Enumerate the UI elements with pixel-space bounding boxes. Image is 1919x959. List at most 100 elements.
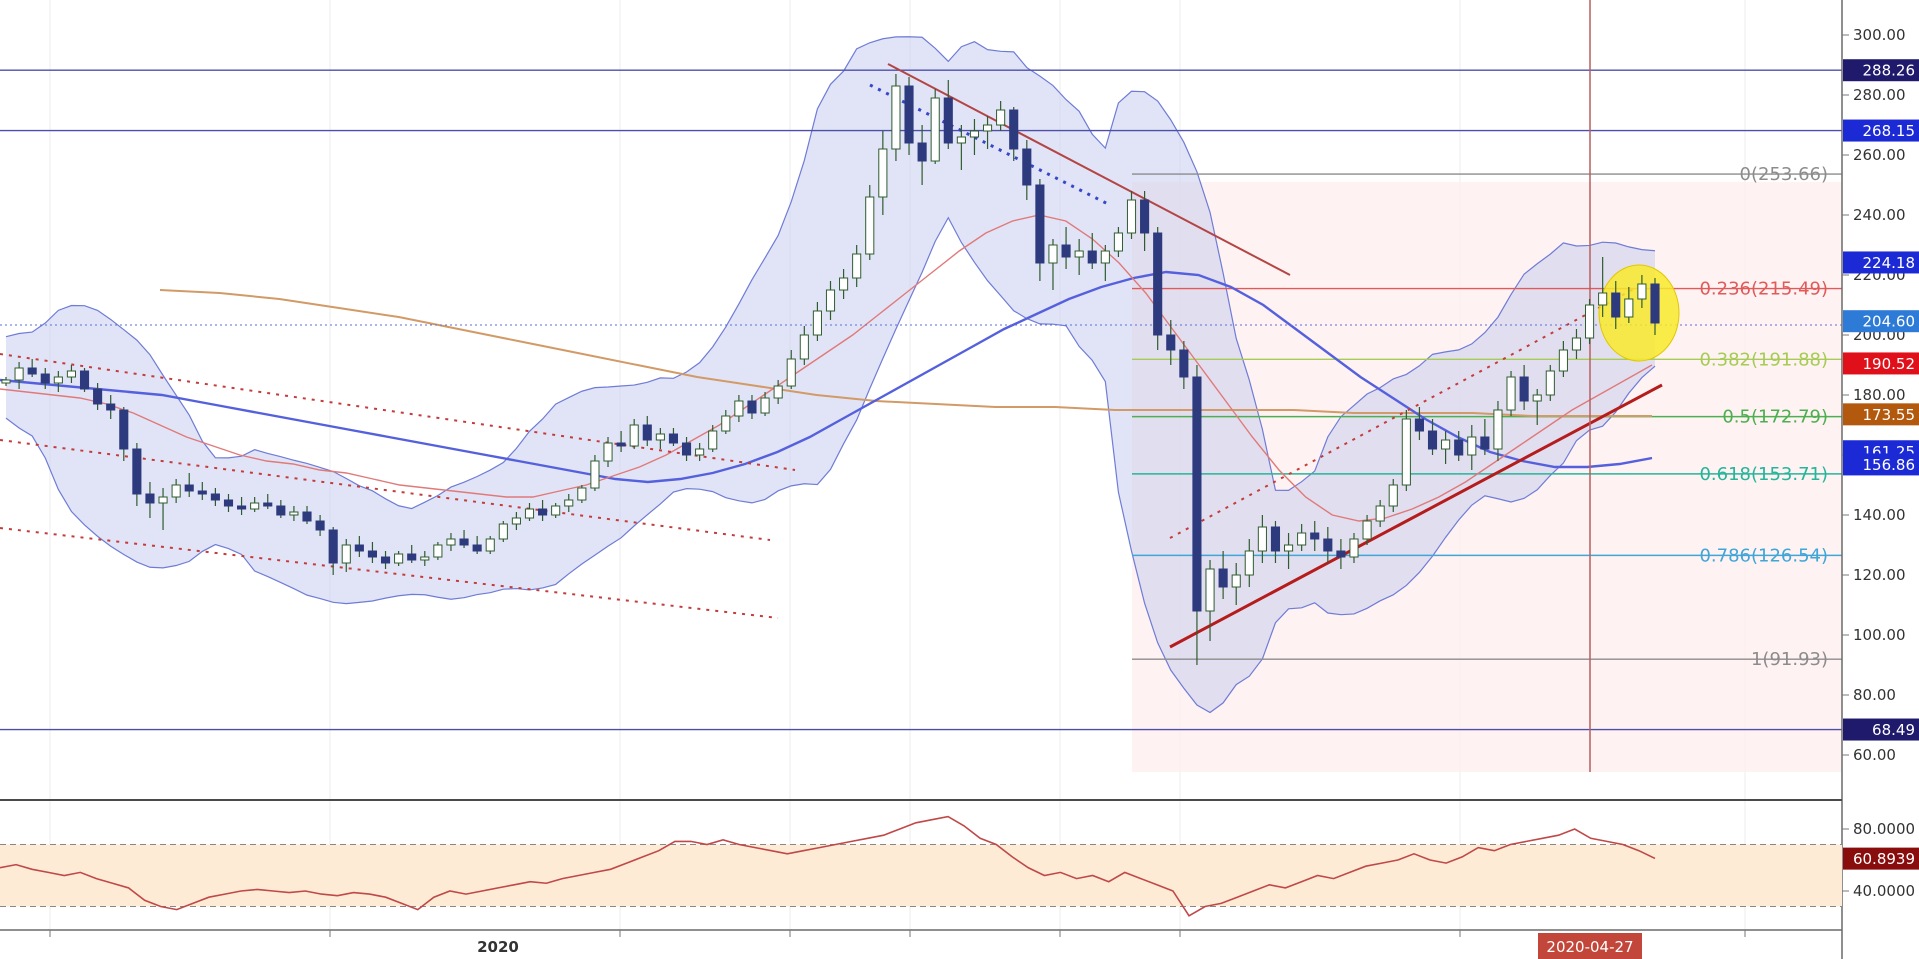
downtrend-channel-mid xyxy=(0,439,771,541)
price-tick-12: 60.00 xyxy=(1853,746,1896,764)
price-tick-2: 260.00 xyxy=(1853,146,1906,164)
candle-1 xyxy=(14,362,24,389)
price-tick-3: 240.00 xyxy=(1853,206,1906,224)
bollinger-lower xyxy=(5,216,1656,714)
candle-67 xyxy=(878,131,888,215)
candle-83 xyxy=(1087,233,1097,269)
candle-57 xyxy=(747,395,757,419)
price-tick-9: 120.00 xyxy=(1853,566,1906,584)
price-tick-0: 300.00 xyxy=(1853,26,1906,44)
ma-mid-line xyxy=(0,270,1653,484)
candle-26 xyxy=(341,539,351,572)
candle-8 xyxy=(106,395,116,419)
rsi-tick-0: 80.0000 xyxy=(1853,820,1915,838)
candle-51 xyxy=(668,428,679,446)
fib-label-3: 0.5(172.79) xyxy=(1722,407,1828,428)
candle-87 xyxy=(1140,191,1150,251)
cursor-date-label: 2020-04-27 xyxy=(1546,938,1633,956)
candle-96 xyxy=(1257,515,1267,563)
candle-104 xyxy=(1362,515,1372,545)
rsi-tick-1: 40.0000 xyxy=(1853,882,1915,900)
candle-93 xyxy=(1218,551,1228,599)
candle-11 xyxy=(145,482,155,518)
candle-71 xyxy=(930,89,940,164)
candle-92 xyxy=(1205,560,1215,641)
candle-22 xyxy=(289,506,299,521)
candle-3 xyxy=(40,368,50,389)
svg-text:288.26: 288.26 xyxy=(1863,62,1916,80)
candle-47 xyxy=(616,431,626,452)
candle-79 xyxy=(1035,179,1045,281)
candle-123 xyxy=(1611,281,1621,329)
price-tick-11: 80.00 xyxy=(1853,686,1896,704)
recent-candlesticks xyxy=(1585,257,1660,344)
candle-4 xyxy=(53,371,63,392)
candle-120 xyxy=(1571,329,1582,359)
candle-78 xyxy=(1022,140,1032,200)
candle-85 xyxy=(1113,227,1123,257)
candle-14 xyxy=(184,473,194,497)
candle-115 xyxy=(1506,371,1516,416)
price-tags: 288.26268.15224.18204.60190.52173.55161.… xyxy=(1843,59,1919,741)
candle-34 xyxy=(446,533,456,551)
price-tag-5: 173.55 xyxy=(1843,403,1919,426)
price-tag-7: 156.86 xyxy=(1843,453,1919,476)
candle-59 xyxy=(773,380,783,404)
candle-35 xyxy=(459,530,469,548)
candle-44 xyxy=(577,485,587,503)
resistance-line xyxy=(887,63,1291,276)
candle-72 xyxy=(943,80,953,149)
candle-90 xyxy=(1179,341,1189,389)
candle-45 xyxy=(590,455,600,491)
candle-19 xyxy=(250,497,260,512)
candle-124 xyxy=(1624,287,1634,323)
candle-74 xyxy=(969,119,980,155)
candle-98 xyxy=(1283,533,1294,569)
candle-38 xyxy=(498,521,508,542)
svg-text:156.86: 156.86 xyxy=(1863,456,1916,474)
candle-50 xyxy=(655,428,665,449)
candle-62 xyxy=(812,302,822,341)
candle-46 xyxy=(603,437,613,467)
candle-95 xyxy=(1244,539,1254,587)
candle-60 xyxy=(786,350,796,389)
candle-33 xyxy=(433,542,443,560)
rsi-panel: 80.0000 40.0000 60.8939 xyxy=(0,815,1919,917)
candle-91 xyxy=(1192,365,1202,665)
candle-5 xyxy=(66,365,76,383)
candle-103 xyxy=(1349,533,1359,563)
candle-13 xyxy=(171,479,181,503)
price-tag-3: 204.60 xyxy=(1843,310,1919,333)
candle-86 xyxy=(1126,191,1137,239)
fib-label-6: 1(91.93) xyxy=(1751,649,1828,670)
candle-80 xyxy=(1048,239,1058,290)
fib-label-4: 0.618(153.71) xyxy=(1699,464,1828,485)
candle-17 xyxy=(223,494,234,512)
candle-68 xyxy=(891,74,901,161)
candle-54 xyxy=(708,425,718,452)
candle-106 xyxy=(1388,479,1398,512)
candle-110 xyxy=(1441,431,1451,464)
candle-32 xyxy=(420,551,430,566)
horizontal-levels xyxy=(0,69,1842,731)
candle-77 xyxy=(1009,107,1019,161)
candle-125 xyxy=(1637,275,1647,308)
candle-70 xyxy=(917,125,927,185)
cursor-date-tag xyxy=(1538,933,1642,959)
candle-81 xyxy=(1061,227,1071,269)
svg-text:68.49: 68.49 xyxy=(1872,721,1915,739)
candle-49 xyxy=(642,416,652,446)
highlight-ellipse xyxy=(1598,264,1680,362)
candle-18 xyxy=(237,497,247,515)
candle-0 xyxy=(1,377,11,386)
fib-label-1: 0.236(215.49) xyxy=(1699,279,1828,300)
candle-63 xyxy=(825,281,836,320)
fib-label-5: 0.786(126.54) xyxy=(1699,545,1828,566)
candle-105 xyxy=(1375,500,1385,527)
candle-58 xyxy=(760,392,770,416)
candle-2 xyxy=(27,359,37,377)
candle-100 xyxy=(1310,521,1320,551)
price-tick-10: 100.00 xyxy=(1853,626,1906,644)
candle-97 xyxy=(1270,521,1281,563)
